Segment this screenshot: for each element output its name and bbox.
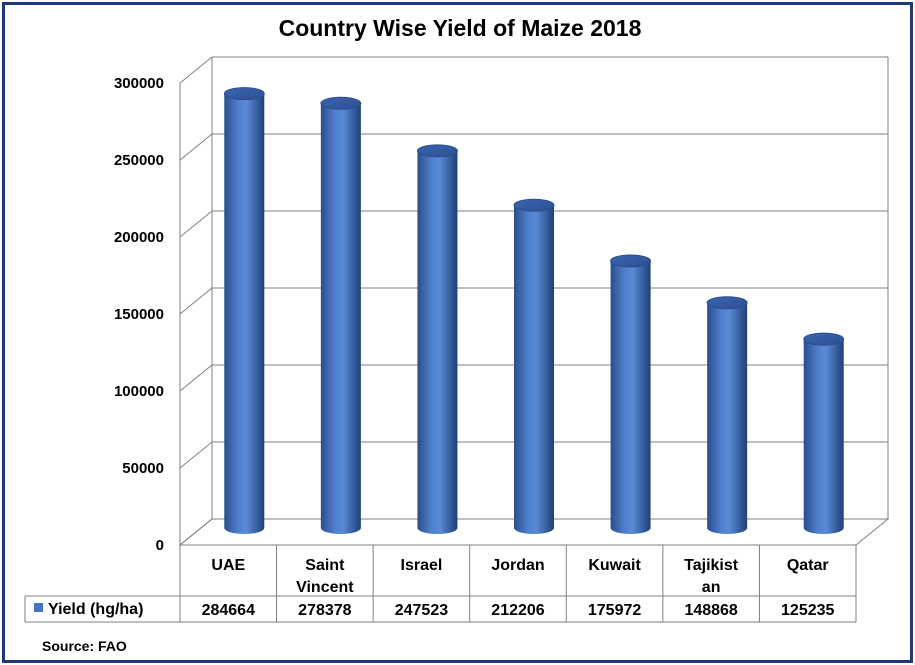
gridline-side: [179, 364, 213, 392]
bar-top: [320, 96, 362, 110]
x-tick-label: Saint: [305, 557, 345, 574]
y-axis-ticks: 0 50000 100000 150000 200000 250000 300000: [114, 75, 164, 554]
gridline-side: [179, 210, 213, 238]
y-tick-label: 100000: [114, 383, 164, 400]
bar-top: [803, 332, 845, 346]
x-tick-label: an: [702, 579, 721, 596]
x-tick-label: Israel: [401, 557, 443, 574]
x-tick-label: Qatar: [787, 557, 829, 574]
bar-body: [224, 93, 265, 535]
source-note: Source: FAO: [42, 638, 127, 654]
data-value-label: 212206: [491, 602, 544, 619]
bar-body: [320, 103, 361, 534]
y-tick-label: 200000: [114, 229, 164, 246]
bar-body: [707, 302, 748, 534]
y-tick-label: 0: [156, 537, 164, 554]
data-value-label: 125235: [781, 602, 834, 619]
y-tick-label: 300000: [114, 75, 164, 92]
data-value-label: 148868: [684, 602, 737, 619]
data-value-label: 175972: [588, 602, 641, 619]
gridline-side: [179, 518, 213, 546]
bar-body: [803, 339, 844, 534]
x-tick-label: Jordan: [491, 557, 544, 574]
legend-swatch: [34, 603, 43, 612]
x-tick-label: Tajikist: [684, 557, 739, 574]
bar-body: [610, 261, 651, 534]
y-tick-label: 150000: [114, 306, 164, 323]
bar: [320, 96, 362, 534]
gridline-side: [179, 56, 213, 84]
legend-label: Yield (hg/ha): [48, 601, 143, 618]
bar-body: [417, 150, 458, 534]
x-tick-label: UAE: [211, 557, 245, 574]
data-value-label: 247523: [395, 602, 448, 619]
chart-title: Country Wise Yield of Maize 2018: [279, 15, 642, 41]
bar: [513, 198, 555, 534]
bar: [223, 87, 265, 535]
bar: [706, 296, 748, 534]
bars: [223, 87, 845, 535]
gridline-side: [179, 287, 213, 315]
gridline-side: [179, 133, 213, 161]
data-value-label: 278378: [298, 602, 351, 619]
data-table: UAE Saint Vincent Israel Jordan Kuwait Tajikis…: [24, 545, 857, 623]
bar: [803, 332, 845, 534]
bar: [416, 144, 458, 534]
data-value-label: 284664: [202, 602, 255, 619]
bar: [610, 254, 652, 534]
gridline-side: [179, 441, 213, 469]
y-tick-label: 250000: [114, 152, 164, 169]
bar-body: [514, 205, 554, 534]
bar-top: [416, 144, 458, 158]
bar-top: [513, 198, 555, 212]
bar-top: [706, 296, 748, 310]
bar-top: [610, 254, 652, 268]
bar-top: [223, 87, 265, 101]
x-tick-label: Kuwait: [588, 557, 641, 574]
y-tick-label: 50000: [122, 460, 164, 477]
x-tick-label: Vincent: [296, 579, 354, 596]
